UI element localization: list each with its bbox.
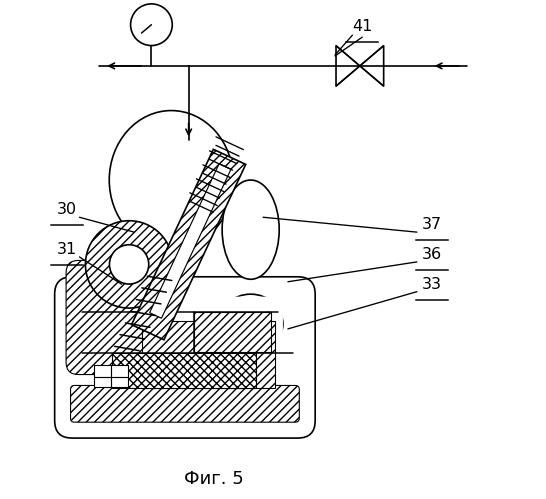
Text: 37: 37	[422, 217, 442, 232]
Text: Фиг. 5: Фиг. 5	[183, 470, 244, 488]
Bar	[94, 365, 128, 387]
Bar	[194, 311, 270, 352]
Text: 30: 30	[57, 202, 77, 217]
Text: 41: 41	[352, 18, 372, 33]
FancyBboxPatch shape	[85, 296, 283, 416]
Circle shape	[85, 221, 173, 308]
Ellipse shape	[222, 180, 279, 279]
Circle shape	[130, 4, 173, 45]
Bar	[112, 353, 256, 388]
FancyBboxPatch shape	[55, 277, 315, 438]
Text: 33: 33	[422, 276, 442, 292]
Polygon shape	[150, 164, 231, 318]
FancyBboxPatch shape	[70, 385, 299, 422]
Circle shape	[109, 245, 149, 284]
FancyBboxPatch shape	[66, 260, 165, 375]
Ellipse shape	[109, 111, 233, 250]
Bar	[141, 321, 276, 388]
Ellipse shape	[218, 294, 283, 354]
Text: 36: 36	[422, 247, 442, 262]
Polygon shape	[132, 149, 246, 340]
Text: 31: 31	[57, 242, 77, 257]
